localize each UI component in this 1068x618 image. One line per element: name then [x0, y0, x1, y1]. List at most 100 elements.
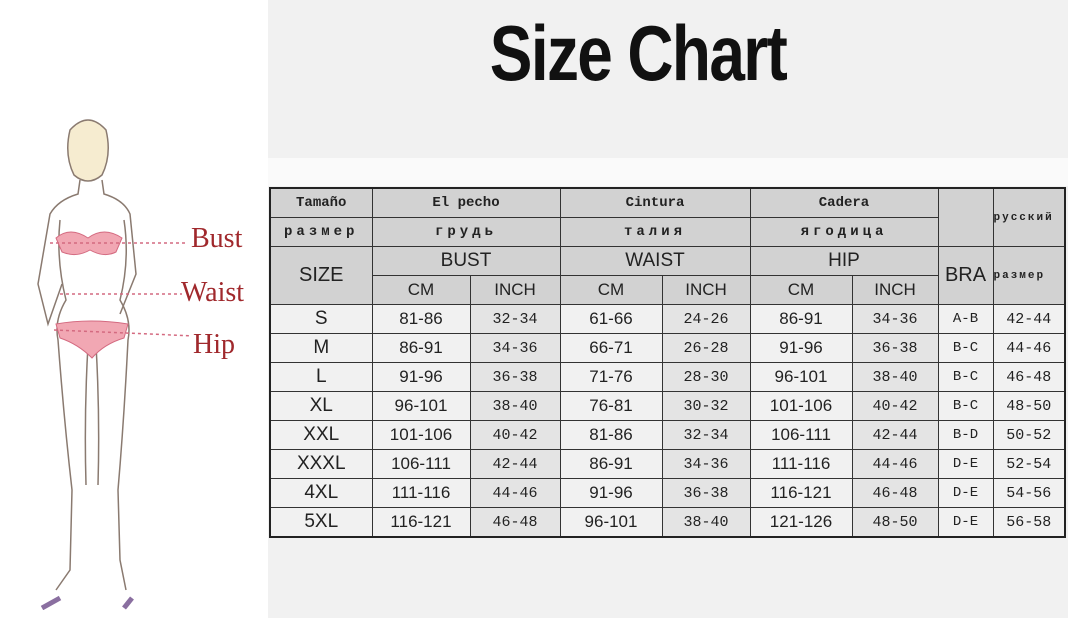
value-cell: 71-76 — [559, 362, 663, 392]
value-cell: 46-48 — [992, 362, 1066, 392]
value-cell: 111-116 — [749, 449, 853, 479]
value-cell: D-E — [937, 507, 994, 538]
header-russian-size: размер — [992, 246, 1066, 305]
size-cell: M — [269, 333, 373, 363]
value-cell: 38-40 — [661, 507, 751, 538]
page-title: Size Chart — [489, 9, 788, 97]
value-cell: 91-96 — [559, 478, 663, 508]
value-cell: 56-58 — [992, 507, 1066, 538]
value-cell: 40-42 — [469, 420, 561, 450]
header-bra: BRA — [937, 246, 994, 305]
header-waist-ru: талия — [559, 217, 751, 247]
value-cell: 42-44 — [851, 420, 939, 450]
value-cell: 86-91 — [559, 449, 663, 479]
value-cell: 42-44 — [992, 304, 1066, 334]
unit-header: INCH — [661, 275, 751, 305]
size-cell: XL — [269, 391, 373, 421]
value-cell: 48-50 — [851, 507, 939, 538]
hip-label: Hip — [193, 329, 235, 360]
value-cell: 34-36 — [661, 449, 751, 479]
header-hip-ru: ягодица — [749, 217, 939, 247]
unit-header: CM — [749, 275, 853, 305]
value-cell: 36-38 — [851, 333, 939, 363]
size-cell: L — [269, 362, 373, 392]
value-cell: 44-46 — [851, 449, 939, 479]
value-cell: 30-32 — [661, 391, 751, 421]
value-cell: 32-34 — [469, 304, 561, 334]
value-cell: 36-38 — [469, 362, 561, 392]
size-table: Tamaño El pecho Cintura Cadera русский р… — [269, 187, 1066, 538]
value-cell: 66-71 — [559, 333, 663, 363]
value-cell: 46-48 — [851, 478, 939, 508]
value-cell: 46-48 — [469, 507, 561, 538]
value-cell: 44-46 — [469, 478, 561, 508]
value-cell: 96-101 — [371, 391, 471, 421]
value-cell: 50-52 — [992, 420, 1066, 450]
value-cell: 38-40 — [851, 362, 939, 392]
value-cell: 101-106 — [749, 391, 853, 421]
value-cell: B-D — [937, 420, 994, 450]
header-russian: русский — [992, 187, 1066, 247]
header-waist-es: Cintura — [559, 187, 751, 218]
unit-header: CM — [371, 275, 471, 305]
value-cell: 42-44 — [469, 449, 561, 479]
value-cell: 96-101 — [749, 362, 853, 392]
bikini-bottom — [55, 320, 129, 359]
table-row: 4XL 111-116 44-46 91-96 36-38 116-121 46-48 D-E… — [269, 478, 1066, 508]
value-cell: 86-91 — [749, 304, 853, 334]
header-hip: HIP — [749, 246, 939, 276]
value-cell: 86-91 — [371, 333, 471, 363]
value-cell: 44-46 — [992, 333, 1066, 363]
value-cell: 76-81 — [559, 391, 663, 421]
header-size-es: Tamaño — [269, 187, 373, 218]
unit-header: INCH — [851, 275, 939, 305]
value-cell: 111-116 — [371, 478, 471, 508]
unit-header: INCH — [469, 275, 561, 305]
value-cell: 96-101 — [559, 507, 663, 538]
value-cell: 116-121 — [749, 478, 853, 508]
value-cell: 91-96 — [371, 362, 471, 392]
header-blank — [937, 187, 994, 247]
value-cell: 106-111 — [749, 420, 853, 450]
value-cell: 40-42 — [851, 391, 939, 421]
value-cell: 81-86 — [559, 420, 663, 450]
value-cell: 52-54 — [992, 449, 1066, 479]
size-cell: S — [269, 304, 373, 334]
header-hip-es: Cadera — [749, 187, 939, 218]
table-row: XXL 101-106 40-42 81-86 32-34 106-111 42-44 B-D… — [269, 420, 1066, 450]
header-bust-ru: грудь — [371, 217, 561, 247]
value-cell: D-E — [937, 478, 994, 508]
header-size: SIZE — [269, 246, 373, 305]
size-cell: 5XL — [269, 507, 373, 538]
table-row: XXXL 106-111 42-44 86-91 34-36 111-116 44-46 D-… — [269, 449, 1066, 479]
value-cell: 34-36 — [469, 333, 561, 363]
value-cell: 81-86 — [371, 304, 471, 334]
table-row: 5XL 116-121 46-48 96-101 38-40 121-126 48-50 D-… — [269, 507, 1066, 538]
header-bust-es: El pecho — [371, 187, 561, 218]
table-row: M 86-91 34-36 66-71 26-28 91-96 36-38 B-C 44-46 — [269, 333, 1066, 363]
value-cell: 38-40 — [469, 391, 561, 421]
value-cell: 36-38 — [661, 478, 751, 508]
value-cell: 32-34 — [661, 420, 751, 450]
value-cell: 48-50 — [992, 391, 1066, 421]
table-row: S 81-86 32-34 61-66 24-26 86-91 34-36 A-B 42-44 — [269, 304, 1066, 334]
value-cell: 61-66 — [559, 304, 663, 334]
size-cell: 4XL — [269, 478, 373, 508]
bust-label: Bust — [191, 223, 243, 254]
header-bust: BUST — [371, 246, 561, 276]
header-waist: WAIST — [559, 246, 751, 276]
value-cell: 26-28 — [661, 333, 751, 363]
value-cell: 34-36 — [851, 304, 939, 334]
value-cell: 116-121 — [371, 507, 471, 538]
value-cell: 54-56 — [992, 478, 1066, 508]
table-row: XL 96-101 38-40 76-81 30-32 101-106 40-42 B-C 48… — [269, 391, 1066, 421]
header-size-ru: размер — [269, 217, 373, 247]
value-cell: 101-106 — [371, 420, 471, 450]
value-cell: 106-111 — [371, 449, 471, 479]
value-cell: 24-26 — [661, 304, 751, 334]
value-cell: D-E — [937, 449, 994, 479]
value-cell: A-B — [937, 304, 994, 334]
divider-strip — [268, 158, 1068, 186]
value-cell: 121-126 — [749, 507, 853, 538]
value-cell: 91-96 — [749, 333, 853, 363]
